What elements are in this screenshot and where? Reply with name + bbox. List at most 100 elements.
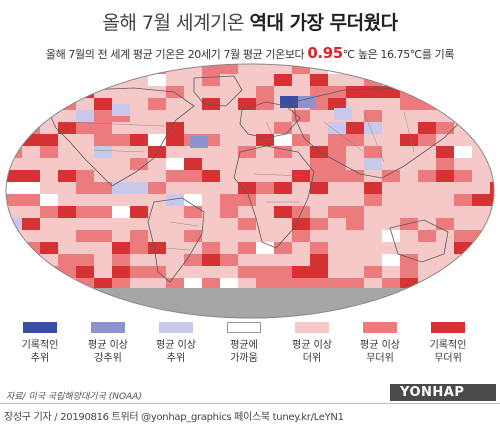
- anomaly-cell: [292, 278, 310, 290]
- anomaly-cell: [6, 218, 22, 230]
- anomaly-cell: [22, 194, 40, 206]
- greenland-outline: [193, 75, 243, 107]
- anomaly-cell: [274, 206, 292, 218]
- anomaly-cell: [184, 170, 202, 182]
- anomaly-cell: [382, 170, 400, 182]
- legend-item: 평균 이상 추위: [145, 322, 207, 365]
- anomaly-cell: [472, 194, 490, 206]
- anomaly-cell: [40, 98, 58, 110]
- anomaly-cell: [238, 194, 256, 206]
- anomaly-cell: [490, 158, 494, 170]
- anomaly-cell: [436, 170, 454, 182]
- subtitle-before: 올해 7월의 전 세계 평균 기온은 20세기 7월 평균 기온보다: [45, 48, 308, 61]
- anomaly-cell: [328, 206, 346, 218]
- anomaly-cell: [130, 134, 148, 146]
- anomaly-cell: [166, 86, 184, 98]
- anomaly-cell: [202, 278, 220, 290]
- missing-data-band: [6, 288, 494, 318]
- anomaly-cell: [472, 122, 490, 134]
- europe-outline: [239, 101, 301, 139]
- anomaly-cell: [6, 278, 22, 290]
- anomaly-cell: [490, 290, 494, 302]
- anomaly-cell: [76, 122, 94, 134]
- anomaly-cell: [148, 74, 166, 86]
- cold-anomaly-cell: [334, 108, 352, 120]
- anomaly-cell: [490, 122, 494, 134]
- anomaly-cell: [436, 218, 454, 230]
- anomaly-cell: [238, 242, 256, 254]
- anomaly-cell: [166, 122, 184, 134]
- anomaly-cell: [454, 98, 472, 110]
- anomaly-cell: [166, 194, 184, 206]
- anomaly-cell: [184, 206, 202, 218]
- anomaly-cell: [6, 170, 22, 182]
- anomaly-cell: [76, 254, 94, 266]
- anomaly-cell: [346, 206, 364, 218]
- anomaly-cell: [454, 230, 472, 242]
- anomaly-cell: [436, 158, 454, 170]
- legend-swatch: [23, 322, 57, 333]
- legend-label: 평균 이상 더위: [292, 340, 332, 364]
- anomaly-cell: [184, 194, 202, 206]
- anomaly-cell: [94, 146, 112, 158]
- yonhap-logo: YONHAP NEWS: [390, 384, 496, 415]
- anomaly-cell: [6, 242, 22, 254]
- anomaly-cell: [418, 170, 436, 182]
- anomaly-cell: [220, 206, 238, 218]
- anomaly-cell: [40, 86, 58, 98]
- anomaly-cell: [346, 86, 364, 98]
- anomaly-cell: [130, 266, 148, 278]
- legend-swatch: [363, 322, 397, 333]
- anomaly-cell: [328, 158, 346, 170]
- anomaly-cell: [202, 254, 220, 266]
- anomaly-cell: [274, 134, 292, 146]
- anomaly-cell: [346, 170, 364, 182]
- anomaly-cell: [328, 134, 346, 146]
- anomaly-cell: [130, 230, 148, 242]
- legend-item: 평균 이상 더위: [281, 322, 343, 365]
- anomaly-cell: [94, 110, 112, 122]
- anomaly-cell: [454, 242, 472, 254]
- anomaly-cell: [490, 194, 494, 206]
- globe-outline: [5, 63, 495, 319]
- anomaly-cell: [364, 182, 382, 194]
- anomaly-cell: [364, 86, 382, 98]
- anomaly-cell: [112, 206, 130, 218]
- anomaly-cell: [310, 218, 328, 230]
- anomaly-cell: [274, 146, 292, 158]
- anomaly-cell: [22, 266, 40, 278]
- anomaly-cell: [418, 74, 436, 86]
- anomaly-cell: [490, 134, 494, 146]
- anomaly-cell: [292, 218, 310, 230]
- anomaly-cell: [400, 98, 418, 110]
- anomaly-cell: [76, 266, 94, 278]
- anomaly-cell: [94, 134, 112, 146]
- legend-item: 기록적인 무더위: [417, 322, 479, 365]
- anomaly-cell: [22, 242, 40, 254]
- anomaly-cell: [22, 218, 40, 230]
- anomaly-cell: [220, 278, 238, 290]
- anomaly-cell: [274, 266, 292, 278]
- anomaly-cell: [58, 206, 76, 218]
- anomaly-cell: [22, 254, 40, 266]
- anomaly-cell: [202, 64, 220, 74]
- anomaly-cell: [112, 134, 130, 146]
- legend-item: 기록적인 추위: [9, 322, 71, 365]
- anomaly-cell: [436, 146, 454, 158]
- anomaly-cell: [454, 146, 472, 158]
- anomaly-cell: [58, 98, 76, 110]
- anomaly-cell: [112, 266, 130, 278]
- anomaly-cell: [148, 182, 166, 194]
- anomaly-cell: [490, 266, 494, 278]
- title-highlight: 역대 가장 무더웠다: [249, 12, 399, 34]
- anomaly-cell: [76, 206, 94, 218]
- anomaly-cell: [346, 122, 364, 134]
- anomaly-cell: [130, 64, 148, 74]
- cold-anomaly-cell: [190, 136, 208, 148]
- anomaly-cell: [400, 218, 418, 230]
- anomaly-cell: [238, 218, 256, 230]
- anomaly-cell: [310, 146, 328, 158]
- anomaly-cell: [94, 206, 112, 218]
- anomaly-cell: [364, 146, 382, 158]
- anomaly-cell: [472, 290, 490, 302]
